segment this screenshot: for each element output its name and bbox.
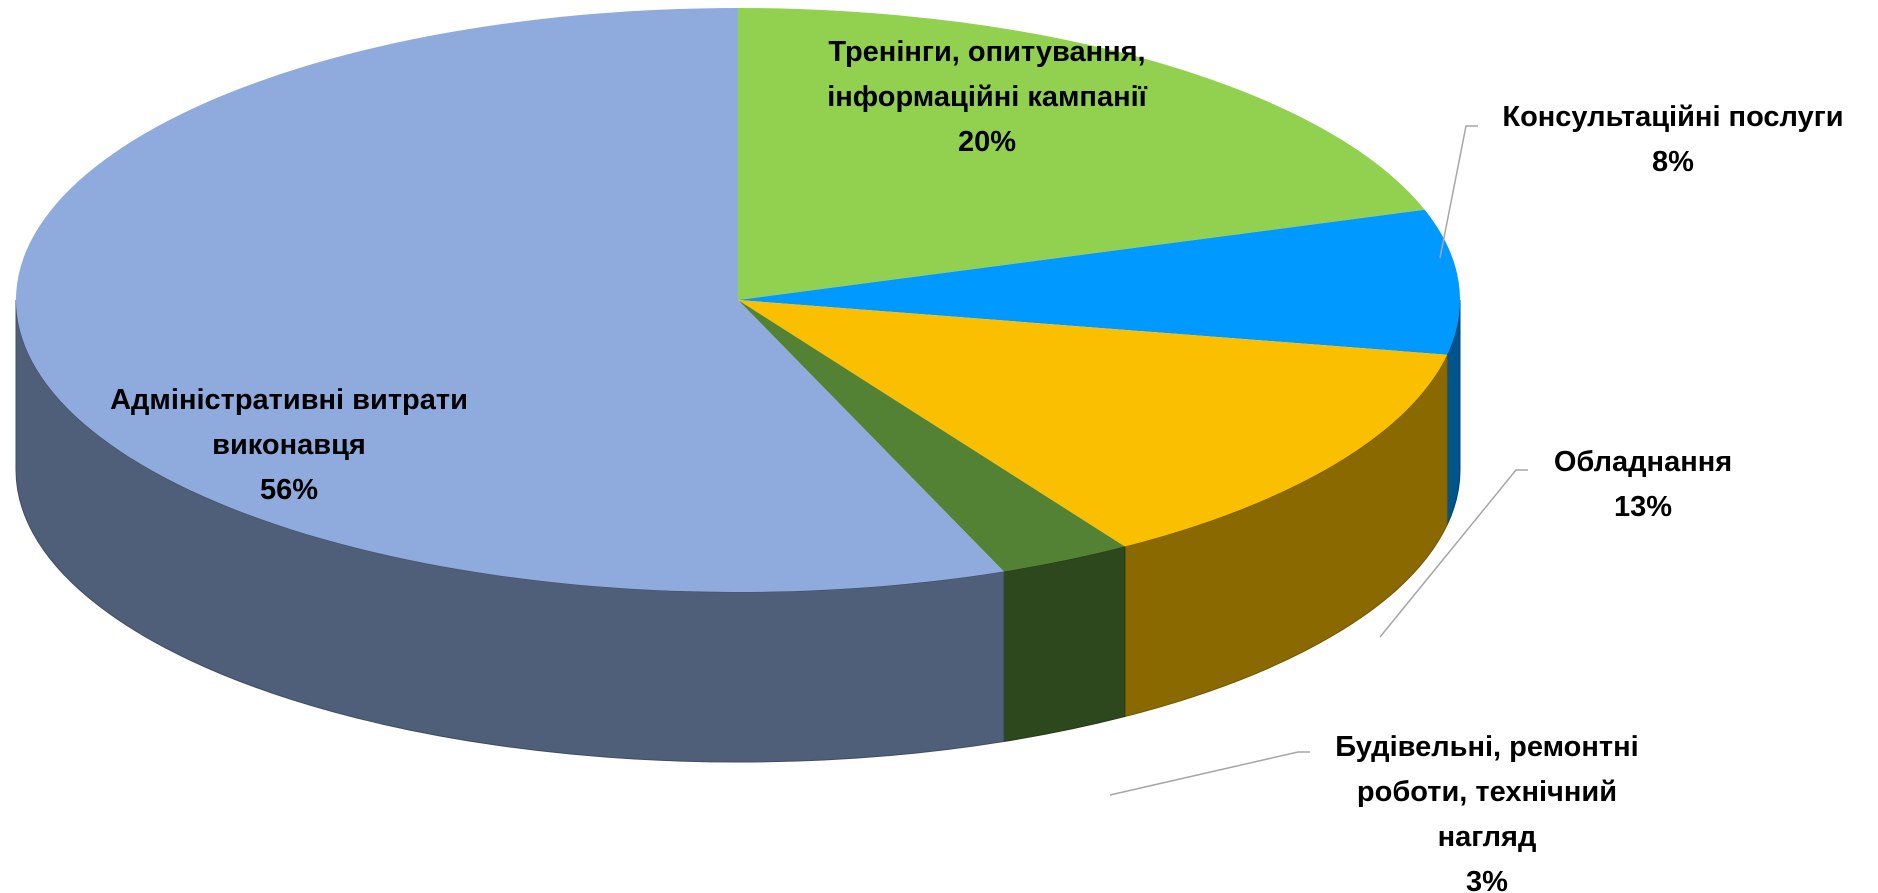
category-label: Обладнання — [1553, 446, 1733, 478]
slice-side — [15, 299, 1005, 763]
leader-line — [1109, 751, 1310, 796]
data-label: Тренінги, опитування, інформаційні кампа… — [777, 30, 1197, 165]
value-label: 3% — [1466, 866, 1508, 893]
slice-side — [1003, 545, 1126, 743]
leader-line — [1439, 125, 1478, 259]
value-label: 13% — [1613, 491, 1673, 523]
data-label: Обладнання 13% — [1493, 440, 1793, 530]
data-label: Адміністративні витрати виконавця 56% — [79, 378, 499, 513]
data-label: Будівельні, ремонтні роботи, технічний н… — [1307, 725, 1667, 893]
category-label: Консультаційні послуги — [1502, 101, 1844, 133]
value-label: 8% — [1652, 146, 1694, 178]
leader-line — [1379, 469, 1528, 638]
value-label: 56% — [259, 474, 319, 506]
slice — [16, 8, 1004, 592]
slice — [738, 300, 1125, 572]
slice — [738, 209, 1460, 355]
slice — [738, 300, 1448, 547]
category-label: Адміністративні витрати виконавця — [110, 384, 468, 461]
slice — [738, 8, 1425, 300]
data-label: Консультаційні послуги 8% — [1463, 95, 1878, 185]
category-label: Будівельні, ремонтні роботи, технічний н… — [1335, 731, 1639, 853]
value-label: 20% — [957, 126, 1017, 158]
category-label: Тренінги, опитування, інформаційні кампа… — [827, 36, 1147, 113]
